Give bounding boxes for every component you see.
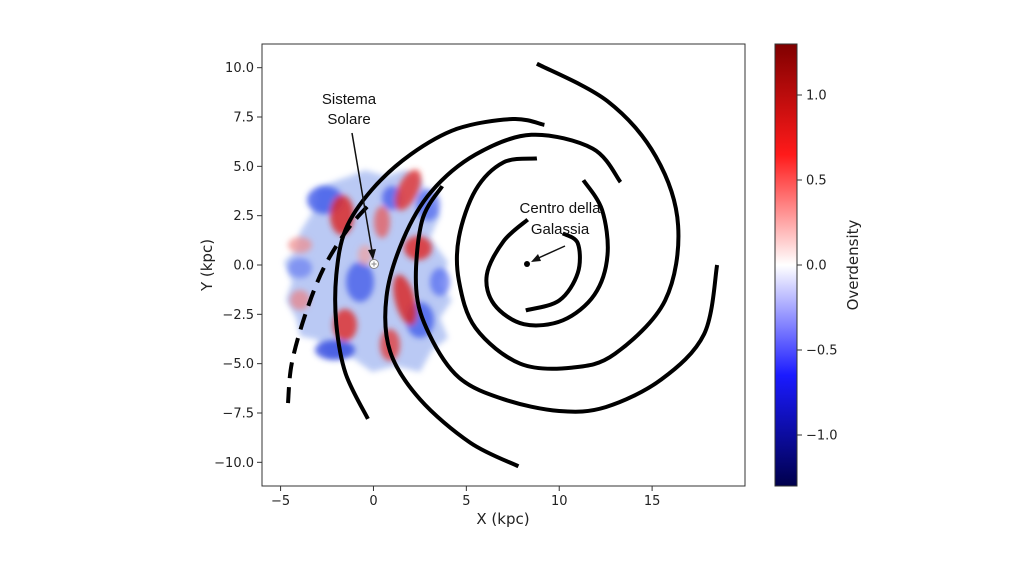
annotation-line: Solare xyxy=(327,111,370,128)
annotation-galactic-center: Centro della Galassia xyxy=(520,200,602,262)
spiral-arm xyxy=(383,132,623,469)
y-tick-label: −10.0 xyxy=(214,456,254,471)
colorbar-tick-label: 0.5 xyxy=(806,174,827,189)
annotation-line: Sistema xyxy=(322,91,377,108)
arrow-head-icon xyxy=(531,254,541,262)
y-tick-label: −5.0 xyxy=(222,357,254,372)
overdensity-blob xyxy=(330,195,354,235)
colorbar-tick-label: −1.0 xyxy=(806,429,838,444)
overdensity-blob xyxy=(290,290,310,310)
colorbar-tick-label: 1.0 xyxy=(806,89,827,104)
colorbar-ticks: 1.0 0.5 0.0 −0.5 −1.0 xyxy=(797,89,838,444)
x-tick-label: 15 xyxy=(644,494,661,509)
y-tick-label: −2.5 xyxy=(222,308,254,323)
overdensity-blob xyxy=(395,169,421,211)
arrow-head-icon xyxy=(368,249,376,260)
y-tick-label: 5.0 xyxy=(233,160,254,175)
underdensity-blob xyxy=(288,258,312,278)
x-tick-label: −5 xyxy=(271,494,290,509)
annotation-arrow xyxy=(351,132,374,258)
spiral-arm xyxy=(484,179,610,328)
y-tick-label: 0.0 xyxy=(233,259,254,274)
spiral-arm xyxy=(333,116,545,420)
y-tick-label: 10.0 xyxy=(225,61,254,76)
spiral-arm xyxy=(454,61,681,371)
y-tick-label: 7.5 xyxy=(233,111,254,126)
colorbar xyxy=(774,43,798,487)
galactic-center-marker xyxy=(524,261,530,267)
colorbar-tick-label: −0.5 xyxy=(806,344,838,359)
underdensity-blob xyxy=(315,340,355,360)
y-tick-label: −7.5 xyxy=(222,406,254,421)
y-tick-label: 2.5 xyxy=(233,209,254,224)
spiral-arm xyxy=(286,200,374,404)
spiral-arms xyxy=(286,61,720,469)
colorbar-tick-label: 0.0 xyxy=(806,259,827,274)
y-axis-label: Y (kpc) xyxy=(198,239,216,292)
x-tick-label: 0 xyxy=(369,494,377,509)
sun-marker xyxy=(369,259,379,269)
overdensity-blob xyxy=(288,237,312,253)
overdensity-blob xyxy=(393,274,417,326)
x-axis-label: X (kpc) xyxy=(476,510,529,528)
annotation-line: Centro della xyxy=(520,200,602,217)
overdensity-map xyxy=(284,61,720,469)
spiral-arm xyxy=(525,231,582,313)
annotation-solar-system: Sistema Solare xyxy=(322,91,377,260)
colorbar-label: Overdensity xyxy=(844,219,862,310)
overdensity-blob xyxy=(374,206,390,238)
x-tick-label: 10 xyxy=(551,494,568,509)
spiral-arm xyxy=(413,185,720,414)
annotation-line: Galassia xyxy=(531,221,590,238)
underdensity-blob xyxy=(346,262,374,302)
x-axis-ticks: −5 0 5 10 15 xyxy=(271,486,660,509)
x-tick-label: 5 xyxy=(462,494,470,509)
y-axis-ticks: 10.0 7.5 5.0 2.5 0.0 −2.5 −5.0 −7.5 −10.0 xyxy=(214,61,262,471)
underdensity-blob xyxy=(430,268,450,296)
